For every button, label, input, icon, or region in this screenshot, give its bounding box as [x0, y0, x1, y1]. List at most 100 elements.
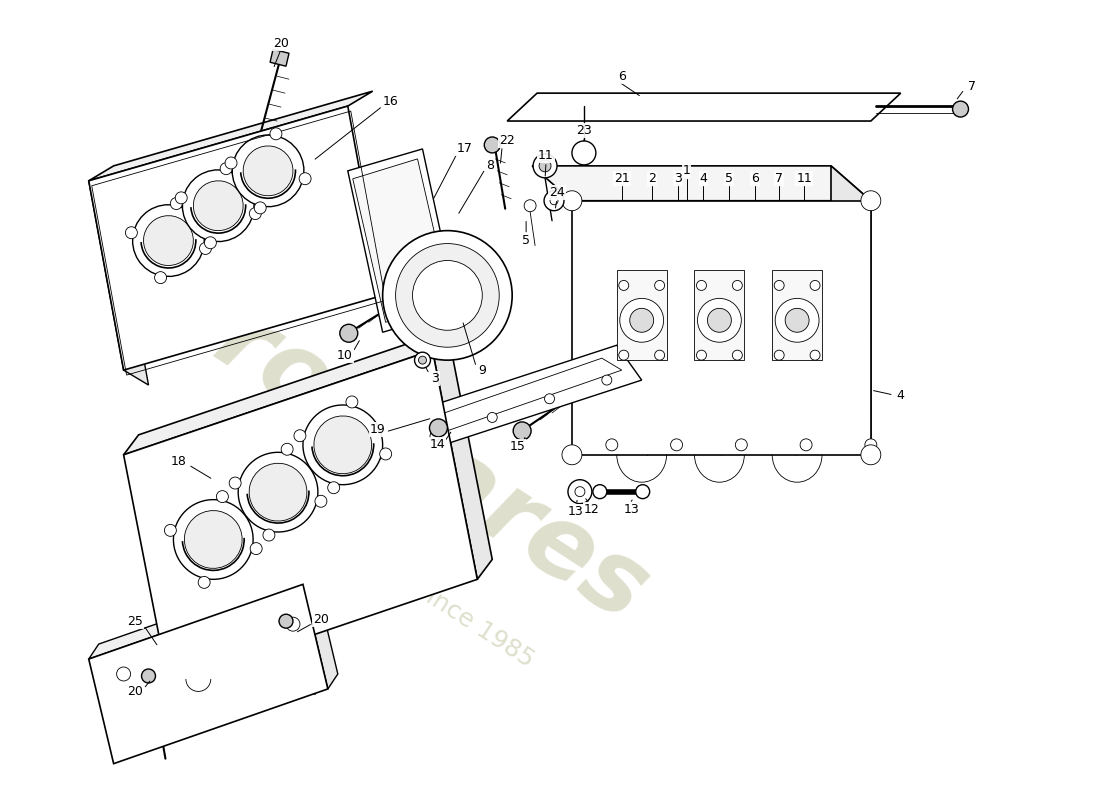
- Text: 15: 15: [509, 440, 525, 454]
- Circle shape: [484, 137, 500, 153]
- Polygon shape: [348, 149, 458, 332]
- Text: 13: 13: [568, 505, 584, 518]
- Circle shape: [286, 617, 300, 631]
- Ellipse shape: [183, 170, 254, 242]
- Polygon shape: [772, 270, 822, 360]
- Text: a passion for parts since 1985: a passion for parts since 1985: [208, 446, 538, 673]
- Circle shape: [412, 261, 482, 330]
- Circle shape: [226, 157, 236, 169]
- Text: 20: 20: [128, 686, 143, 698]
- Circle shape: [279, 614, 293, 628]
- Circle shape: [396, 243, 499, 347]
- Ellipse shape: [185, 510, 242, 568]
- Circle shape: [294, 430, 306, 442]
- Circle shape: [345, 396, 358, 408]
- Circle shape: [865, 439, 877, 451]
- Circle shape: [340, 324, 358, 342]
- Polygon shape: [89, 106, 383, 370]
- Circle shape: [315, 495, 327, 507]
- Polygon shape: [532, 166, 871, 201]
- Polygon shape: [89, 91, 373, 181]
- Circle shape: [861, 445, 881, 465]
- Circle shape: [800, 439, 812, 451]
- Circle shape: [654, 281, 664, 290]
- Polygon shape: [432, 330, 492, 579]
- Text: 3: 3: [673, 172, 682, 186]
- Circle shape: [735, 439, 747, 451]
- Text: 11: 11: [796, 172, 812, 186]
- Circle shape: [636, 485, 650, 498]
- Circle shape: [250, 542, 262, 554]
- Circle shape: [654, 350, 664, 360]
- Circle shape: [774, 350, 784, 360]
- Circle shape: [254, 202, 266, 214]
- Circle shape: [117, 667, 131, 681]
- Circle shape: [383, 230, 513, 360]
- Circle shape: [575, 486, 585, 497]
- Circle shape: [170, 198, 183, 210]
- Ellipse shape: [133, 205, 205, 277]
- Circle shape: [524, 200, 536, 212]
- Text: 5: 5: [522, 234, 530, 247]
- Text: 22: 22: [499, 134, 515, 147]
- Circle shape: [379, 448, 392, 460]
- Text: 23: 23: [576, 125, 592, 138]
- Circle shape: [953, 101, 968, 117]
- Circle shape: [263, 529, 275, 541]
- Circle shape: [328, 482, 340, 494]
- Polygon shape: [353, 159, 450, 322]
- Polygon shape: [89, 181, 148, 385]
- Circle shape: [534, 154, 557, 178]
- Text: 7: 7: [968, 80, 977, 93]
- Circle shape: [707, 308, 732, 332]
- Circle shape: [776, 298, 820, 342]
- Polygon shape: [358, 346, 641, 465]
- Text: 17: 17: [456, 142, 472, 155]
- Polygon shape: [89, 584, 328, 764]
- Circle shape: [250, 208, 262, 219]
- Circle shape: [785, 308, 810, 332]
- Polygon shape: [617, 270, 667, 360]
- Circle shape: [199, 242, 211, 254]
- Circle shape: [861, 190, 881, 210]
- Circle shape: [810, 281, 820, 290]
- Polygon shape: [694, 270, 745, 360]
- Polygon shape: [830, 166, 871, 454]
- Polygon shape: [123, 350, 477, 684]
- Circle shape: [774, 281, 784, 290]
- Circle shape: [697, 298, 741, 342]
- Text: 7: 7: [776, 172, 783, 186]
- Polygon shape: [271, 50, 289, 66]
- Text: 13: 13: [624, 503, 639, 516]
- Text: 18: 18: [170, 455, 186, 468]
- Text: 5: 5: [725, 172, 734, 186]
- Ellipse shape: [249, 463, 307, 521]
- Text: 9: 9: [478, 364, 486, 377]
- Text: 14: 14: [430, 438, 446, 451]
- Circle shape: [619, 281, 629, 290]
- Circle shape: [568, 480, 592, 504]
- Text: 16: 16: [383, 94, 398, 108]
- Circle shape: [418, 356, 427, 364]
- Polygon shape: [123, 330, 448, 454]
- Circle shape: [205, 237, 217, 249]
- Text: 25: 25: [128, 614, 143, 628]
- Circle shape: [810, 350, 820, 360]
- Circle shape: [429, 419, 448, 437]
- Ellipse shape: [174, 500, 253, 579]
- Polygon shape: [507, 93, 901, 121]
- Circle shape: [270, 128, 282, 140]
- Circle shape: [562, 445, 582, 465]
- Text: 19: 19: [370, 423, 385, 436]
- Text: 4: 4: [700, 172, 707, 186]
- Ellipse shape: [314, 416, 372, 474]
- Circle shape: [164, 524, 176, 536]
- Circle shape: [487, 413, 497, 422]
- Polygon shape: [572, 201, 871, 454]
- Text: 12: 12: [584, 503, 600, 516]
- Circle shape: [514, 422, 531, 440]
- Text: 6: 6: [618, 70, 626, 82]
- Text: 1: 1: [683, 164, 691, 178]
- Circle shape: [155, 272, 166, 283]
- Text: 10: 10: [337, 349, 353, 362]
